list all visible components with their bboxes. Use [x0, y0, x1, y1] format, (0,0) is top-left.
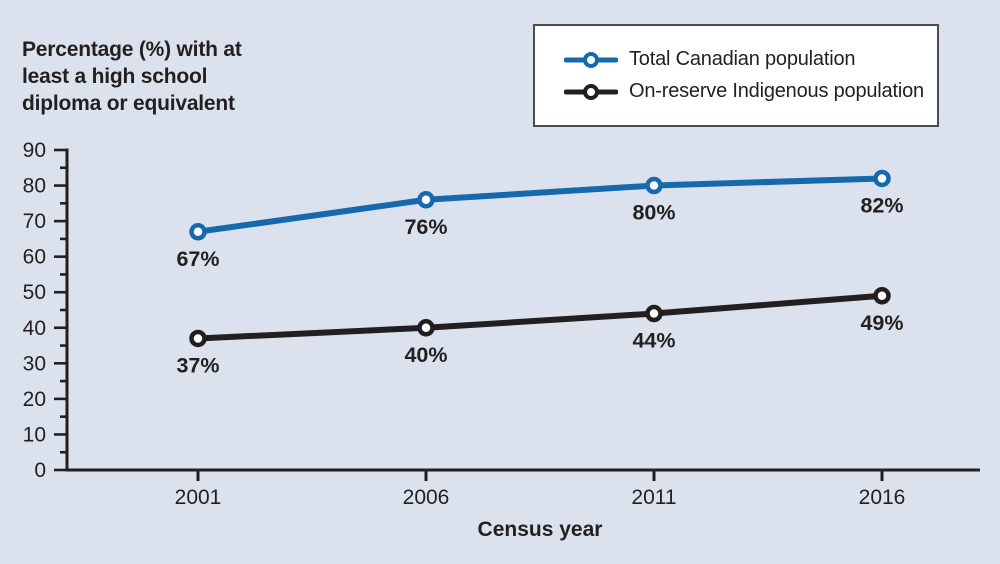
x-tick-label: 2016: [859, 486, 906, 509]
data-point-label: 76%: [404, 215, 447, 239]
legend-item-total-canadian: Total Canadian population: [564, 48, 937, 71]
data-point-marker: [645, 304, 663, 323]
y-tick-label: 0: [34, 459, 46, 482]
x-tick-label: 2011: [631, 486, 676, 509]
y-tick-label: 30: [23, 352, 46, 375]
data-point-label: 82%: [860, 193, 903, 217]
data-point-marker: [417, 191, 435, 209]
data-point-marker: [189, 223, 207, 241]
data-point-label: 40%: [404, 343, 447, 367]
data-point-label: 49%: [860, 311, 903, 335]
data-point-marker: [873, 287, 891, 305]
y-tick-label: 40: [23, 317, 46, 340]
line-marker-icon: [564, 51, 618, 68]
x-axis-title: Census year: [478, 518, 603, 541]
legend-label: Total Canadian population: [629, 48, 856, 70]
data-point-marker: [873, 169, 891, 188]
data-point-marker: [417, 319, 435, 337]
legend-label: On-reserve Indigenous population: [629, 80, 924, 102]
legend-item-on-reserve-indigenous: On-reserve Indigenous population: [564, 80, 937, 103]
x-tick-label: 2006: [403, 486, 450, 509]
data-point-label: 67%: [176, 247, 219, 271]
y-axis-title-line: diploma or equivalent: [22, 92, 235, 115]
y-tick-label: 70: [23, 210, 46, 233]
y-tick-label: 10: [23, 423, 46, 446]
data-point-label: 80%: [632, 201, 675, 225]
y-axis-title: Percentage (%) with at least a high scho…: [22, 36, 242, 117]
line-marker-icon: [564, 83, 618, 100]
y-axis-title-line: least a high school: [22, 65, 208, 88]
y-tick-label: 20: [23, 388, 46, 411]
y-tick-label: 90: [23, 139, 46, 162]
y-tick-label: 80: [23, 175, 46, 198]
data-point-label: 37%: [176, 353, 219, 377]
series-line: [195, 175, 885, 235]
x-tick-label: 2001: [175, 486, 222, 509]
y-axis-title-line: Percentage (%) with at: [22, 38, 242, 61]
y-tick-label: 50: [23, 281, 46, 304]
data-point-label: 44%: [632, 329, 675, 353]
data-point-marker: [189, 329, 207, 348]
series-line: [195, 292, 885, 342]
data-point-marker: [645, 176, 663, 195]
legend: Total Canadian population On-reserve Ind…: [533, 24, 939, 127]
y-tick-label: 60: [23, 246, 46, 269]
